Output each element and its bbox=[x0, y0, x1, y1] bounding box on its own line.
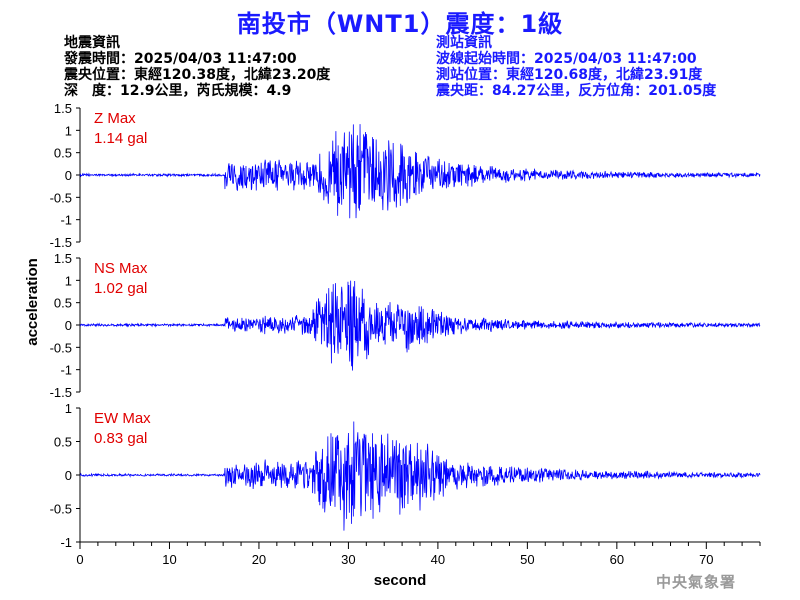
x-tick-label: 50 bbox=[520, 552, 534, 567]
earthquake-info-heading: 地震資訊 bbox=[64, 35, 120, 51]
earthquake-info: 地震資訊 發震時間：2025/04/03 11:47:00 震央位置：東經120… bbox=[64, 35, 330, 99]
panel-z: -1.5 -1 -0.5 0 0.5 1 1.5 Z Max 1.14 gal bbox=[50, 101, 761, 250]
y-tick-label: 0.5 bbox=[54, 296, 72, 311]
y-tick-label: 1.5 bbox=[54, 101, 72, 116]
max-value-ew: 0.83 gal bbox=[94, 430, 147, 447]
y-tick-label: 0.5 bbox=[54, 435, 72, 450]
x-axis-label: second bbox=[374, 572, 427, 589]
x-axis: 0 10 20 30 40 50 60 70 bbox=[76, 541, 761, 567]
depth-magnitude: 深 度：12.9公里，芮氏規模：4.9 bbox=[64, 83, 292, 99]
x-tick-label: 70 bbox=[699, 552, 713, 567]
y-axis-label: acceleration bbox=[24, 258, 41, 346]
epicenter-location: 震央位置：東經120.38度，北緯23.20度 bbox=[64, 67, 331, 83]
trace-ew bbox=[79, 421, 761, 531]
panel-ew: -1 -0.5 0 0.5 1 EW Max 0.83 gal bbox=[50, 401, 761, 550]
origin-time: 發震時間：2025/04/03 11:47:00 bbox=[64, 51, 297, 67]
x-tick-label: 60 bbox=[610, 552, 624, 567]
y-tick-label: -0.5 bbox=[50, 340, 72, 355]
y-tick-label: 0 bbox=[65, 168, 72, 183]
y-tick-label: 0.5 bbox=[54, 146, 72, 161]
max-label-ns: NS Max bbox=[94, 260, 148, 277]
y-tick-label: 1 bbox=[65, 273, 72, 288]
y-tick-label: 1.5 bbox=[54, 251, 72, 266]
page-title: 南投市（WNT1）震度：1級 bbox=[236, 10, 564, 38]
y-tick-label: 1 bbox=[65, 123, 72, 138]
station-info-heading: 測站資訊 bbox=[436, 35, 492, 51]
cwa-watermark: 中央氣象署 bbox=[656, 573, 737, 591]
y-tick-label: 0 bbox=[65, 468, 72, 483]
y-tick-label: -1.5 bbox=[50, 385, 72, 400]
y-tick-label: -1 bbox=[60, 213, 72, 228]
y-tick-label: -0.5 bbox=[50, 502, 72, 517]
x-tick-label: 40 bbox=[431, 552, 445, 567]
y-tick-label: -1.5 bbox=[50, 235, 72, 250]
y-tick-label: 0 bbox=[65, 318, 72, 333]
y-tick-label: -1 bbox=[60, 535, 72, 550]
epicentral-distance-azimuth: 震央距：84.27公里，反方位角：201.05度 bbox=[436, 83, 717, 99]
wave-start-time: 波線起始時間：2025/04/03 11:47:00 bbox=[436, 51, 697, 67]
y-tick-label: -1 bbox=[60, 363, 72, 378]
station-info: 測站資訊 波線起始時間：2025/04/03 11:47:00 測站位置：東經1… bbox=[436, 35, 716, 99]
max-value-ns: 1.02 gal bbox=[94, 280, 147, 297]
max-label-z: Z Max bbox=[94, 110, 136, 127]
trace-ns bbox=[79, 280, 761, 371]
y-tick-label: -0.5 bbox=[50, 190, 72, 205]
x-tick-label: 20 bbox=[252, 552, 266, 567]
panel-ns: -1.5 -1 -0.5 0 0.5 1 1.5 NS Max 1.02 gal bbox=[50, 251, 761, 400]
x-tick-label: 10 bbox=[162, 552, 176, 567]
x-tick-label: 30 bbox=[341, 552, 355, 567]
y-tick-label: 1 bbox=[65, 401, 72, 416]
trace-z bbox=[79, 124, 761, 219]
max-value-z: 1.14 gal bbox=[94, 130, 147, 147]
panels-layer: -1.5 -1 -0.5 0 0.5 1 1.5 Z Max 1.14 gal -1.5 -1 -0.… bbox=[50, 101, 761, 550]
max-label-ew: EW Max bbox=[94, 410, 151, 427]
x-tick-label: 0 bbox=[76, 552, 83, 567]
station-location: 測站位置：東經120.68度，北緯23.91度 bbox=[436, 67, 703, 83]
